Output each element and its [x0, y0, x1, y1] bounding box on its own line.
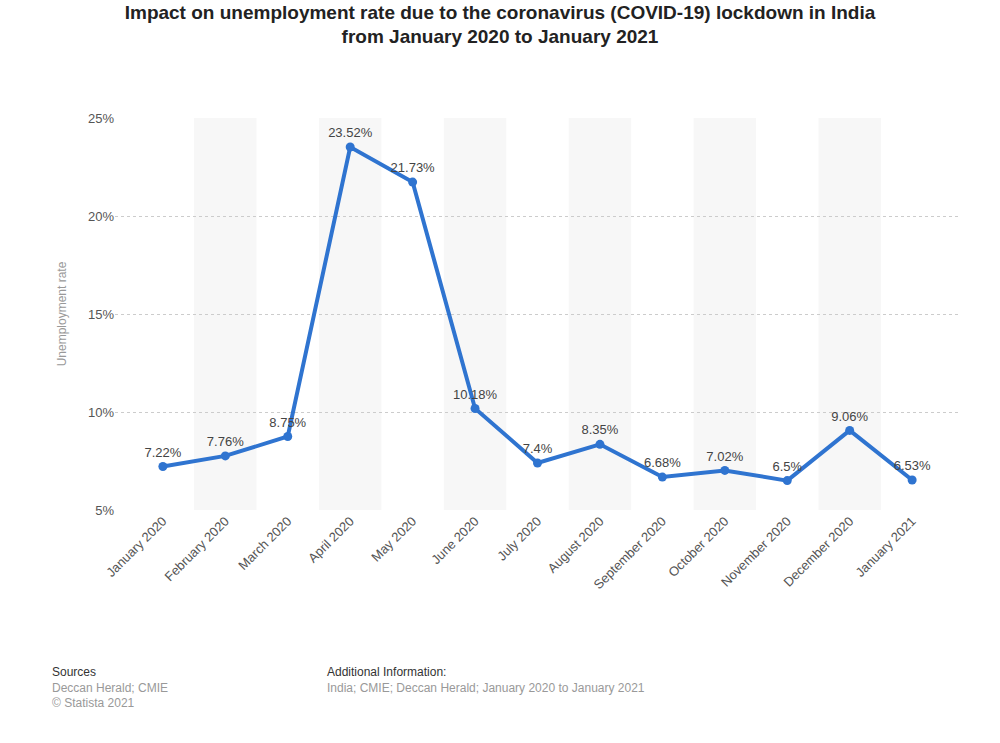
svg-text:October 2020: October 2020	[665, 514, 731, 580]
svg-text:March 2020: March 2020	[235, 514, 294, 573]
svg-text:Additional Information:: Additional Information:	[327, 665, 446, 679]
svg-text:6.68%: 6.68%	[644, 455, 681, 470]
svg-text:5%: 5%	[95, 503, 114, 518]
svg-text:December 2020: December 2020	[780, 514, 856, 590]
svg-text:November 2020: November 2020	[718, 514, 794, 590]
svg-text:April 2020: April 2020	[305, 514, 357, 566]
svg-text:8.75%: 8.75%	[269, 415, 306, 430]
svg-text:Sources: Sources	[52, 665, 96, 679]
svg-text:15%: 15%	[88, 307, 114, 322]
svg-text:21.73%: 21.73%	[391, 160, 436, 175]
svg-text:7.02%: 7.02%	[706, 449, 743, 464]
svg-text:9.06%: 9.06%	[831, 409, 868, 424]
svg-text:10.18%: 10.18%	[453, 387, 498, 402]
svg-text:September 2020: September 2020	[591, 514, 670, 593]
svg-text:10%: 10%	[88, 405, 114, 420]
svg-text:July 2020: July 2020	[494, 514, 544, 564]
svg-text:June 2020: June 2020	[428, 514, 482, 568]
svg-text:Deccan Herald; CMIE: Deccan Herald; CMIE	[52, 681, 168, 695]
svg-text:7.22%: 7.22%	[144, 445, 181, 460]
svg-text:25%: 25%	[88, 111, 114, 126]
svg-text:6.53%: 6.53%	[894, 458, 931, 473]
svg-text:February 2020: February 2020	[162, 514, 232, 584]
svg-text:8.35%: 8.35%	[582, 422, 619, 437]
svg-text:20%: 20%	[88, 209, 114, 224]
svg-text:January 2021: January 2021	[853, 514, 919, 580]
svg-text:© Statista 2021: © Statista 2021	[52, 696, 135, 710]
svg-text:23.52%: 23.52%	[328, 125, 373, 140]
svg-text:Unemployment rate: Unemployment rate	[55, 261, 69, 366]
svg-text:May 2020: May 2020	[368, 514, 419, 565]
svg-text:India; CMIE; Deccan Herald; Ja: India; CMIE; Deccan Herald; January 2020…	[327, 681, 645, 695]
svg-text:7.4%: 7.4%	[523, 441, 553, 456]
svg-text:7.76%: 7.76%	[207, 434, 244, 449]
svg-text:6.5%: 6.5%	[772, 459, 802, 474]
svg-text:August 2020: August 2020	[544, 514, 606, 576]
svg-text:Impact on unemployment rate du: Impact on unemployment rate due to the c…	[125, 2, 876, 48]
svg-text:January 2020: January 2020	[103, 514, 169, 580]
